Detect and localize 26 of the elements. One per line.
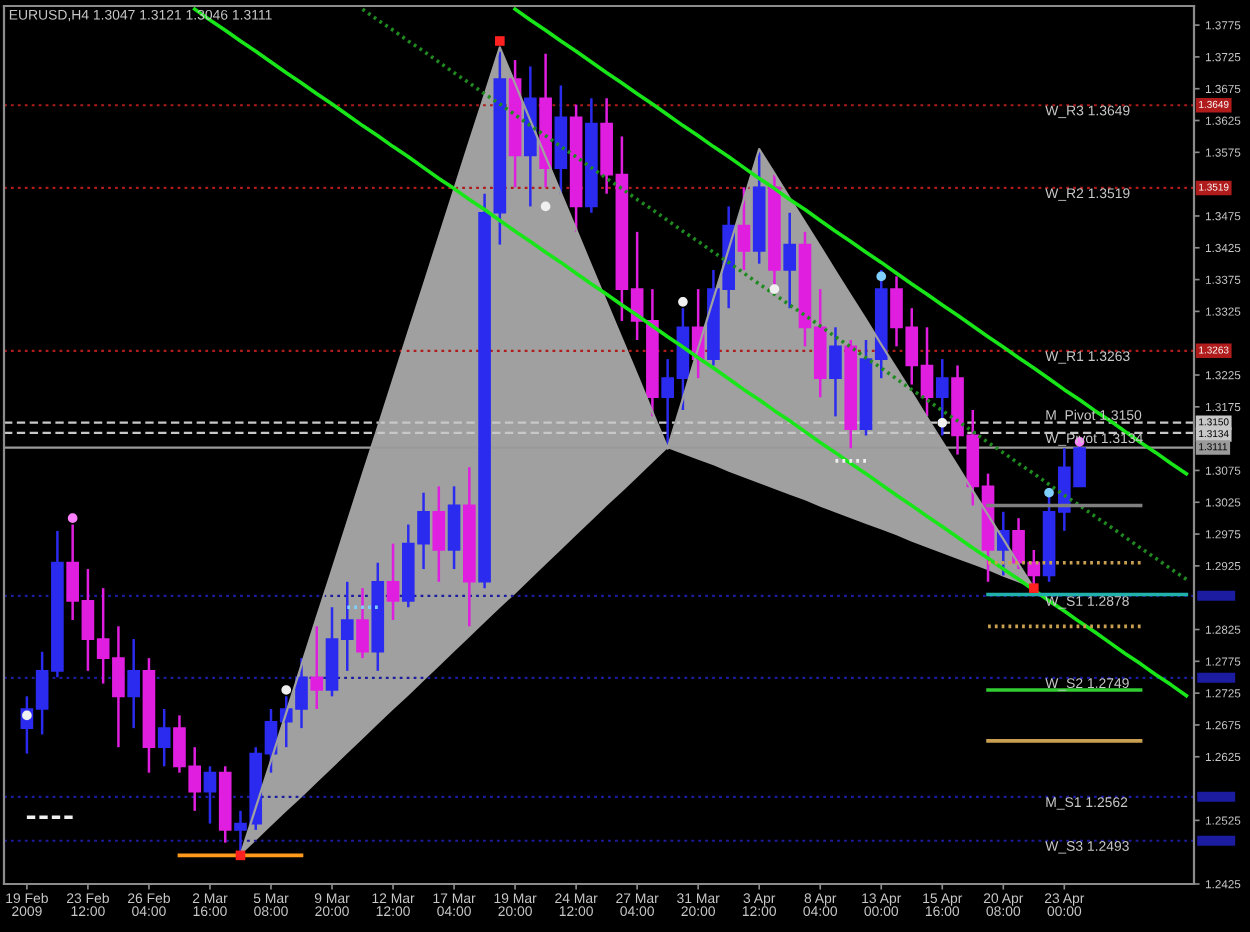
line-series: [360, 7, 1189, 582]
candlestick: [432, 485, 446, 584]
candlestick: [127, 637, 141, 730]
point: [67, 513, 78, 523]
point: [540, 201, 551, 212]
candlestick: [310, 625, 324, 711]
candlestick: [829, 326, 842, 418]
point: [1044, 487, 1054, 498]
candlestick: [1012, 516, 1025, 571]
candlestick: [737, 186, 751, 272]
point: [876, 271, 887, 282]
line-series: [513, 7, 1189, 476]
point: [937, 417, 948, 428]
candlestick: [356, 586, 369, 660]
candlestick: [386, 542, 400, 622]
point: [281, 685, 292, 695]
candlestick: [935, 357, 949, 437]
point: [769, 284, 780, 294]
candlestick: [234, 809, 247, 857]
candlestick: [203, 765, 217, 825]
candlestick: [783, 211, 797, 310]
point: [678, 297, 688, 307]
candlestick: [447, 485, 461, 571]
candlestick: [157, 707, 171, 768]
point: [1029, 583, 1039, 593]
point: [495, 36, 505, 46]
